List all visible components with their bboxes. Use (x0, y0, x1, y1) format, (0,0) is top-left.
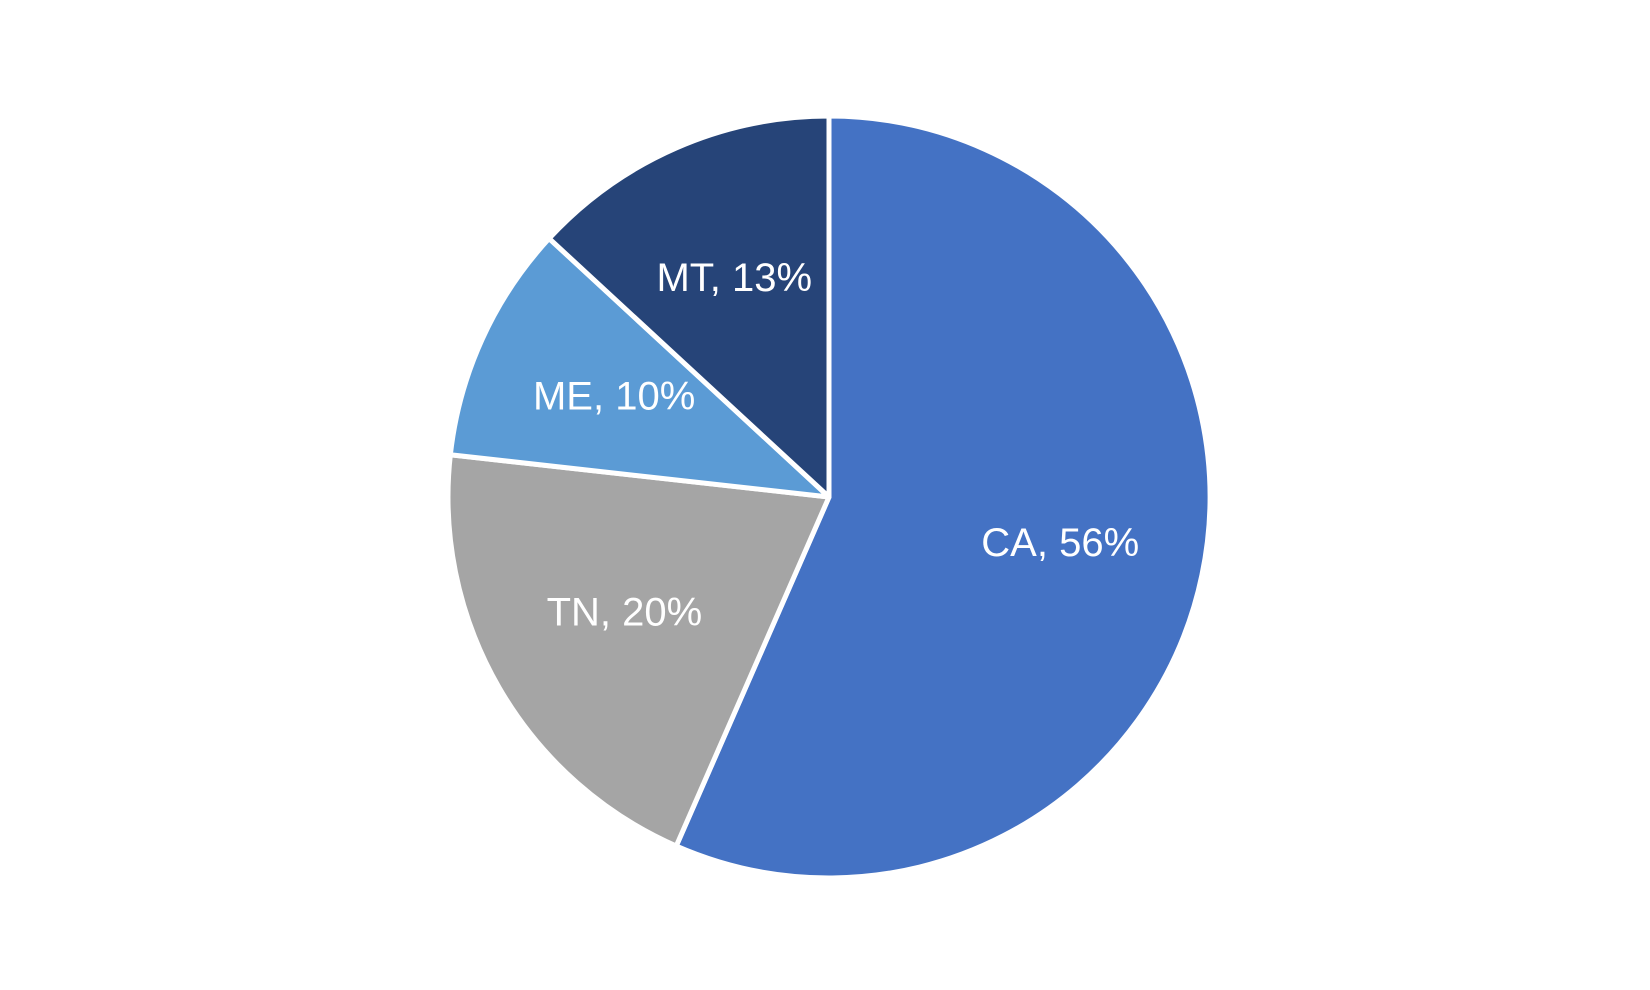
data-label: TN, 20% (547, 591, 703, 635)
pie-slice (447, 235, 832, 500)
data-label: MT, 13% (656, 256, 812, 300)
data-label: CA, 56% (981, 521, 1139, 565)
pie-slice (445, 452, 832, 849)
pie-slice (546, 113, 832, 500)
data-label: ME, 10% (533, 374, 695, 418)
pie-slice (673, 113, 1213, 881)
